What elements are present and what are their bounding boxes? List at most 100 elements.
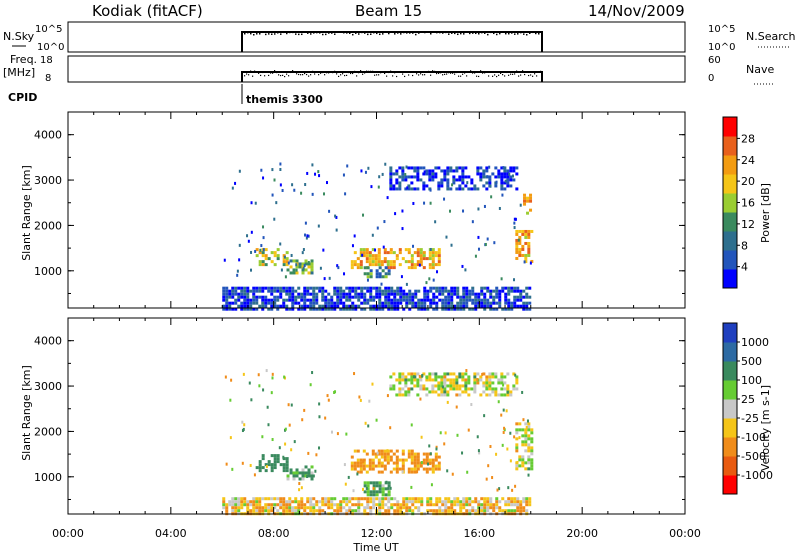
heatmap-cell	[488, 372, 492, 376]
nave-noise-dot	[348, 71, 350, 74]
heatmap-cell	[306, 475, 309, 479]
nave-noise-dot	[364, 72, 366, 74]
heatmap-cell	[383, 257, 387, 261]
heatmap-cell	[365, 486, 368, 490]
heatmap-cell	[527, 443, 531, 447]
heatmap-cell	[363, 286, 367, 290]
nsky-noise-dot	[439, 31, 441, 34]
heatmap-cell	[416, 166, 420, 170]
time-axis-label: Time UT	[352, 541, 398, 554]
heatmap-cell	[519, 203, 522, 207]
nave-noise-dot	[390, 70, 392, 72]
heatmap-cell	[339, 509, 343, 513]
heatmap-cell	[498, 304, 502, 308]
heatmap-cell	[310, 262, 314, 266]
heatmap-cell	[443, 390, 447, 394]
heatmap-cell	[243, 292, 247, 296]
heatmap-cell	[459, 298, 463, 302]
heatmap-cell	[318, 286, 322, 290]
heatmap-cell	[422, 187, 426, 191]
heatmap-cell	[410, 455, 414, 459]
colorbar-segment	[723, 342, 737, 362]
heatmap-cell	[501, 193, 504, 197]
heatmap-cell	[261, 506, 265, 510]
heatmap-cell	[360, 169, 363, 173]
heatmap-cell	[312, 295, 316, 299]
heatmap-cell	[410, 181, 414, 185]
heatmap-cell	[351, 509, 355, 513]
heatmap-cell	[387, 490, 391, 494]
heatmap-cell	[237, 497, 241, 501]
heatmap-cell	[285, 304, 289, 308]
heatmap-cell	[407, 266, 411, 270]
heatmap-cell	[234, 289, 238, 293]
heatmap-cell	[408, 506, 412, 510]
heatmap-cell	[404, 173, 407, 177]
heatmap-cell	[363, 506, 367, 510]
heatmap-cell	[225, 286, 229, 290]
nsky-noise-dot	[301, 33, 303, 36]
heatmap-cell	[371, 461, 375, 465]
nave-noise-dot	[464, 72, 466, 74]
nave-noise-dot	[244, 75, 246, 77]
heatmap-cell	[503, 375, 507, 379]
heatmap-cell	[375, 307, 379, 311]
heatmap-cell	[381, 503, 385, 507]
heatmap-cell	[410, 461, 414, 465]
nsky-noise-dot	[379, 33, 381, 36]
heatmap-cell	[486, 509, 490, 513]
heatmap-cell	[495, 180, 498, 184]
heatmap-cell	[229, 436, 232, 440]
heatmap-cell	[524, 434, 528, 438]
heatmap-cell	[506, 172, 510, 176]
heatmap-cell	[282, 301, 286, 305]
heatmap-cell	[375, 481, 379, 485]
nave-noise-dot	[392, 75, 394, 77]
heatmap-cell	[264, 254, 268, 258]
heatmap-cell	[375, 269, 379, 273]
nave-noise-dot	[300, 74, 302, 76]
heatmap-cell	[285, 463, 289, 467]
heatmap-cell	[455, 405, 458, 409]
heatmap-cell	[412, 244, 415, 248]
heatmap-cell	[510, 500, 514, 504]
heatmap-cell	[443, 384, 447, 388]
heatmap-cell	[458, 375, 462, 379]
heatmap-cell	[273, 263, 277, 267]
heatmap-cell	[378, 275, 382, 279]
heatmap-cell	[372, 286, 376, 290]
heatmap-cell	[501, 286, 505, 290]
nave-noise-dot	[406, 71, 408, 73]
heatmap-cell	[519, 506, 523, 510]
heatmap-cell	[425, 281, 428, 285]
nave-noise-dot	[282, 74, 284, 76]
heatmap-cell	[411, 301, 415, 305]
heatmap-cell	[473, 184, 477, 188]
heatmap-cell	[514, 484, 517, 488]
heatmap-cell	[243, 289, 247, 293]
nsky-noise-dot	[529, 32, 531, 34]
heatmap-cell	[518, 253, 522, 257]
heatmap-cell	[360, 307, 364, 311]
heatmap-cell	[513, 298, 517, 302]
heatmap-cell	[360, 503, 364, 507]
heatmap-cell	[492, 506, 496, 510]
heatmap-cell	[279, 503, 283, 507]
heatmap-cell	[450, 304, 454, 308]
heatmap-cell	[271, 376, 274, 380]
heatmap-cell	[247, 239, 250, 243]
heatmap-cell	[402, 289, 406, 293]
heatmap-cell	[240, 301, 244, 305]
y-tick-label: 3000	[34, 174, 62, 187]
heatmap-cell	[354, 289, 358, 293]
heatmap-cell	[504, 286, 508, 290]
heatmap-cell	[354, 304, 358, 308]
heatmap-cell	[515, 387, 519, 391]
heatmap-cell	[237, 292, 241, 296]
heatmap-cell	[240, 289, 244, 293]
heatmap-cell	[273, 254, 277, 258]
heatmap-cell	[438, 292, 442, 296]
heatmap-cell	[356, 458, 360, 462]
heatmap-cell	[458, 184, 462, 188]
